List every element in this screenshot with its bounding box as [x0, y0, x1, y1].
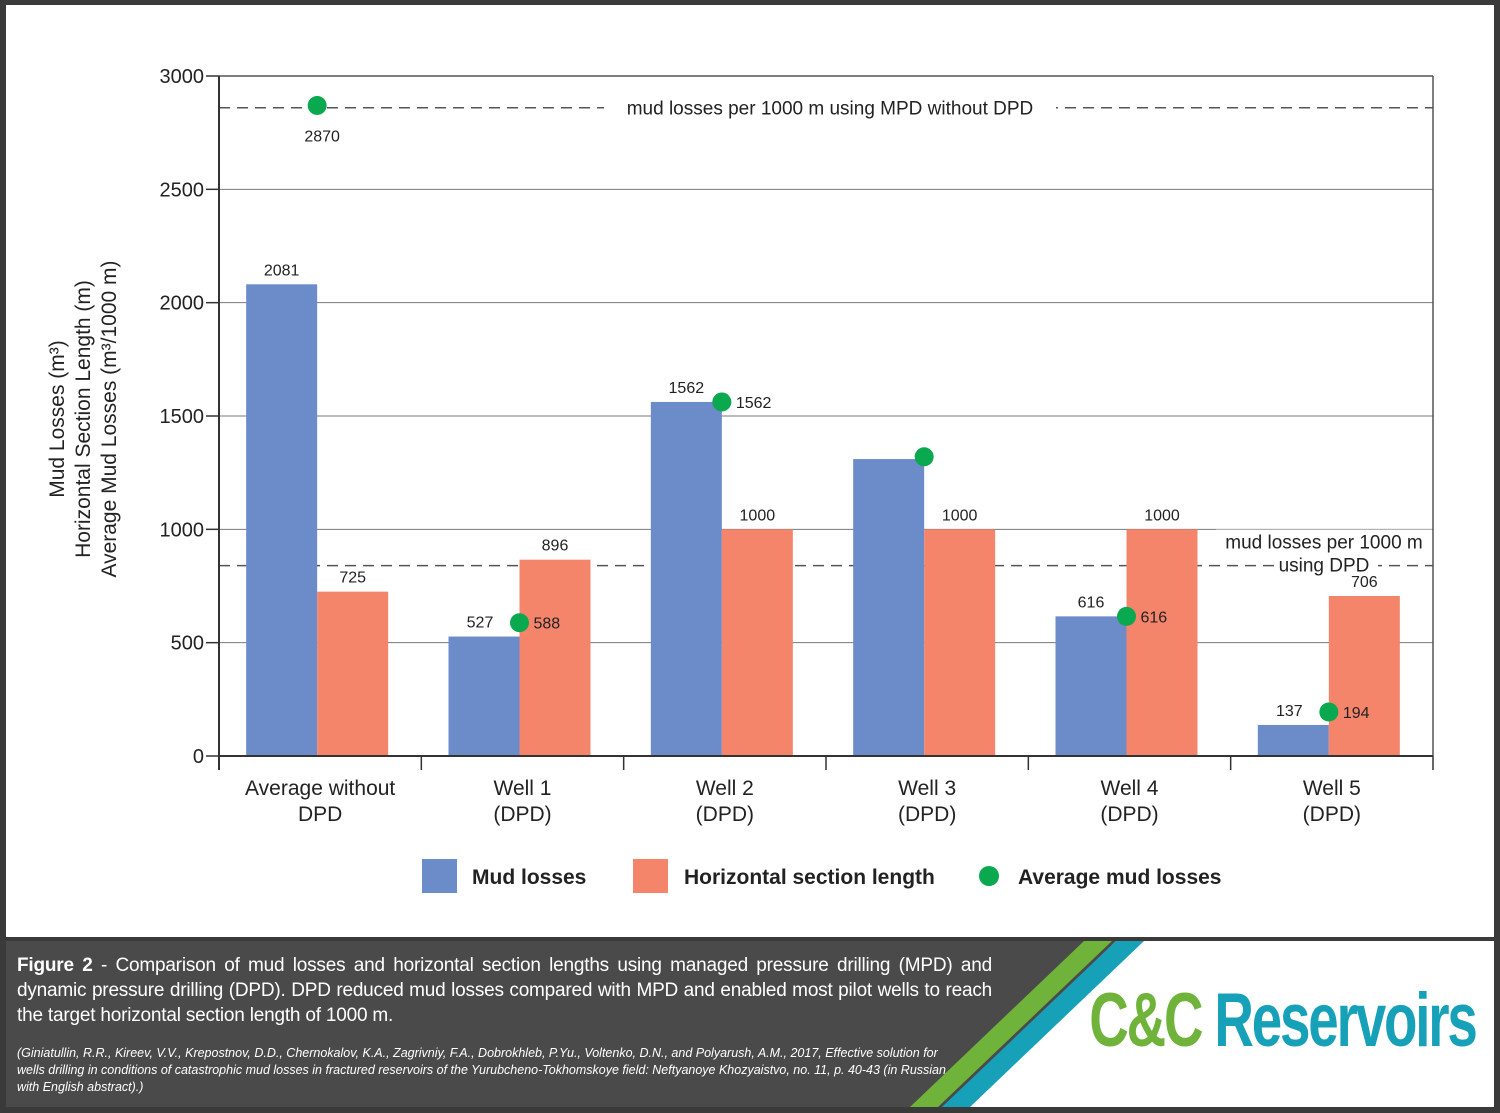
brand-logo: C&C Reservoirs	[1089, 978, 1479, 1063]
figure-caption: Figure 2 - Comparison of mud losses and …	[17, 953, 992, 1028]
y-axis-label: Horizontal Section Length (m)	[72, 280, 95, 558]
bar-label-horizontal-section-length: 1000	[942, 507, 978, 524]
x-tick-label: Well 4	[1101, 777, 1159, 800]
brand-stripe-green	[910, 941, 1112, 1107]
point-label-average-mud-losses: 2870	[304, 128, 340, 145]
y-tick-label: 2000	[160, 293, 205, 315]
x-tick-label: Well 5	[1303, 777, 1361, 800]
point-label-average-mud-losses: 616	[1141, 609, 1168, 626]
x-tick-label: Well 2	[696, 777, 754, 800]
caption-reference: (Giniatullin, R.R., Kireev, V.V., Krepos…	[17, 1046, 946, 1094]
caption-body: Comparison of mud losses and horizontal …	[17, 955, 992, 1026]
reference-label-background	[604, 93, 1056, 122]
y-tick-label: 500	[171, 633, 204, 655]
bar-horizontal-section-length	[1126, 529, 1198, 756]
x-tick-label: (DPD)	[493, 803, 551, 826]
y-tick-label: 0	[193, 746, 204, 768]
reference-label: mud losses per 1000 m	[1225, 533, 1423, 554]
legend-swatch-horizontal-section-length	[633, 859, 668, 893]
legend-swatch-mud-losses	[422, 859, 457, 893]
x-tick-label: (DPD)	[1303, 803, 1361, 826]
x-tick-label: Average without	[245, 777, 395, 800]
y-tick-label: 1500	[160, 406, 205, 428]
point-label-average-mud-losses: 588	[534, 616, 561, 633]
legend-label: Horizontal section length	[684, 866, 935, 889]
y-tick-label: 3000	[160, 66, 205, 88]
y-tick-label: 2500	[160, 179, 205, 201]
point-average-mud-losses	[510, 613, 529, 633]
bar-label-horizontal-section-length: 706	[1351, 574, 1378, 591]
brand-logo-accent: Reservoirs	[1214, 978, 1478, 1063]
bar-label-horizontal-section-length: 725	[339, 570, 366, 587]
bar-horizontal-section-length	[924, 529, 996, 756]
reference-label-background	[1216, 529, 1432, 556]
y-tick-label: 1000	[160, 519, 205, 541]
bar-label-mud-losses: 137	[1276, 703, 1303, 720]
legend-swatch-average-mud-losses	[979, 866, 999, 886]
y-axis-label: Average Mud Losses (m³/1000 m)	[98, 260, 121, 577]
point-average-mud-losses	[712, 392, 732, 412]
x-tick-label: (DPD)	[1100, 803, 1158, 826]
point-label-average-mud-losses: 1562	[736, 395, 772, 412]
bar-mud-losses	[1257, 724, 1329, 756]
bar-mud-losses	[853, 459, 925, 756]
bar-mud-losses	[650, 401, 722, 756]
bar-mud-losses	[448, 636, 520, 756]
x-tick-label: Well 1	[494, 777, 552, 800]
caption-separator: -	[92, 955, 116, 976]
brand-stripe-teal	[942, 941, 1144, 1107]
bar-horizontal-section-length	[317, 591, 389, 756]
chart-panel: 0 500 1000 1500 2000 2500 3000 mud losses per 1…	[6, 5, 1494, 937]
bar-label-horizontal-section-length: 896	[542, 538, 569, 555]
x-tick-label: Well 3	[898, 777, 956, 800]
bar-label-horizontal-section-length: 1000	[1144, 507, 1180, 524]
caption-bar: Figure 2 - Comparison of mud losses and …	[6, 941, 1494, 1107]
point-average-mud-losses	[1319, 702, 1339, 722]
point-average-mud-losses	[914, 447, 934, 467]
bar-chart: 0 500 1000 1500 2000 2500 3000 mud losses per 1…	[46, 66, 1434, 893]
caption-label: Figure 2	[17, 955, 93, 976]
bar-mud-losses	[1055, 616, 1127, 756]
bar-label-mud-losses: 527	[467, 615, 494, 632]
bar-horizontal-section-length	[721, 529, 793, 756]
bar-label-horizontal-section-length: 1000	[740, 507, 776, 524]
y-axis-label: Mud Losses (m³)	[46, 340, 69, 498]
bar-label-mud-losses: 1562	[669, 380, 705, 397]
point-label-average-mud-losses: 194	[1343, 705, 1370, 722]
point-average-mud-losses	[1117, 606, 1136, 626]
point-average-mud-losses	[307, 95, 327, 115]
legend-label: Average mud losses	[1018, 866, 1221, 889]
brand-stripes	[910, 941, 1494, 1107]
bar-horizontal-section-length	[519, 559, 591, 756]
bar-label-mud-losses: 616	[1078, 594, 1105, 611]
legend-label: Mud losses	[472, 866, 586, 889]
bar-mud-losses	[246, 284, 318, 756]
x-tick-label: DPD	[298, 803, 342, 826]
bar-horizontal-section-length	[1328, 595, 1400, 756]
brand-logo-main: C&C	[1089, 978, 1215, 1063]
reference-label-background	[1274, 553, 1378, 578]
x-tick-label: (DPD)	[696, 803, 754, 826]
bar-label-mud-losses: 2081	[264, 262, 300, 279]
reference-label: using DPD	[1279, 556, 1370, 577]
x-tick-label: (DPD)	[898, 803, 956, 826]
reference-label: mud losses per 1000 m using MPD without …	[627, 99, 1034, 120]
